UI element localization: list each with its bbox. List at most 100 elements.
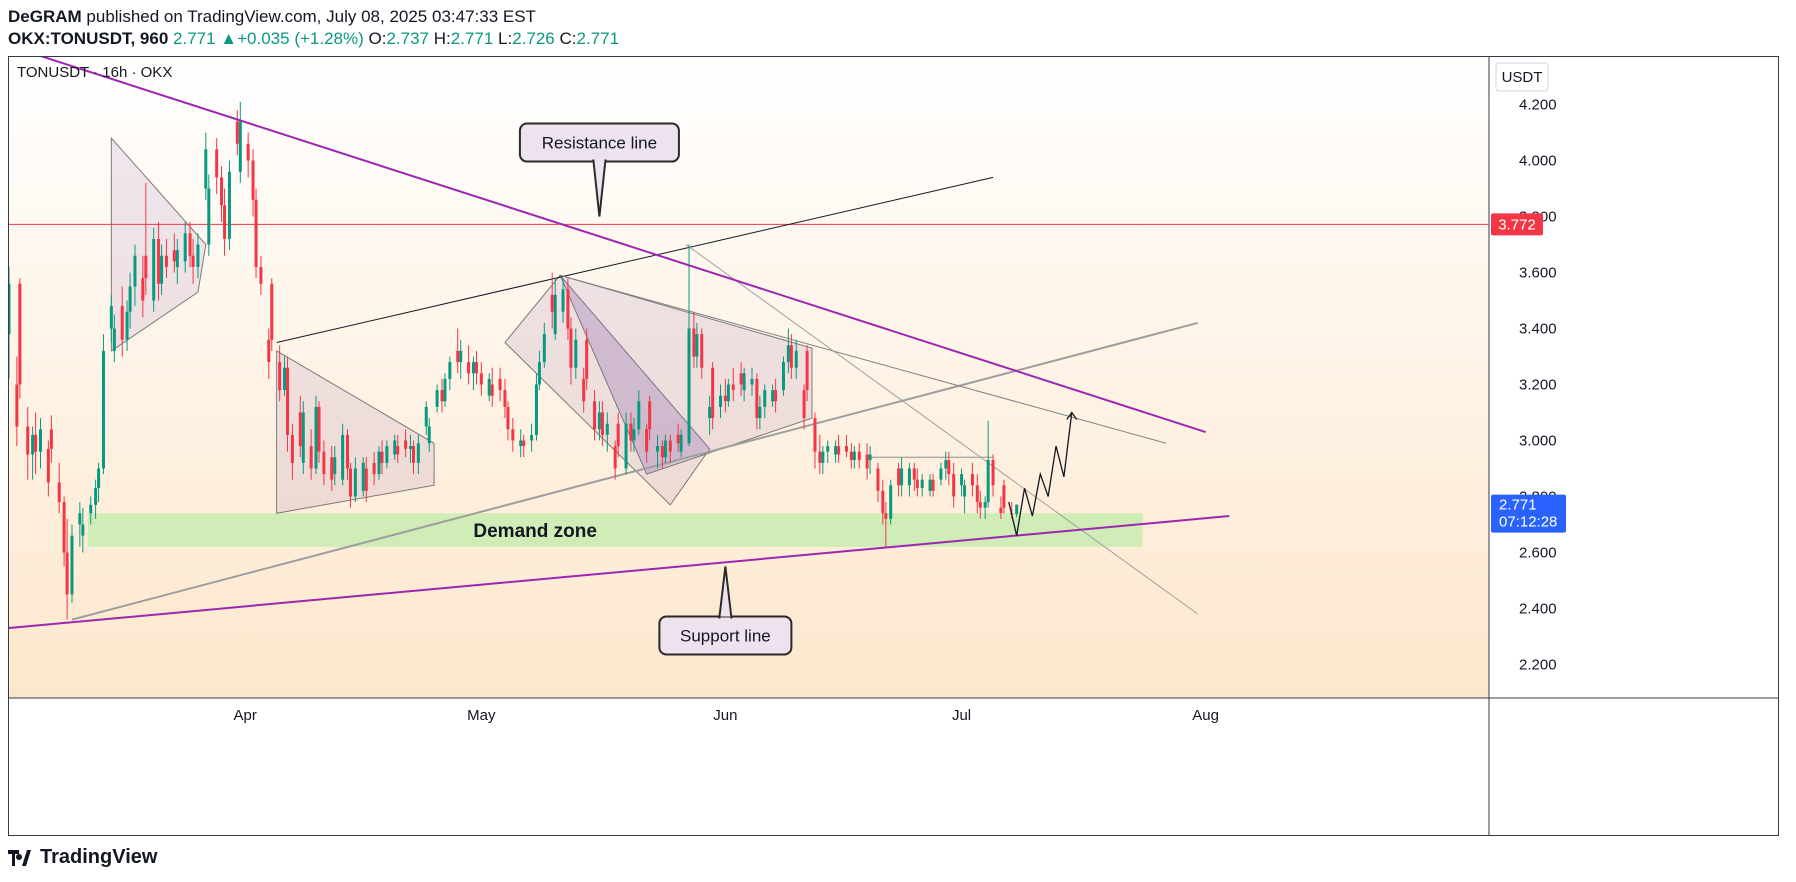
candle-body	[487, 378, 491, 396]
candle-body	[435, 390, 439, 407]
candle-body	[597, 412, 601, 430]
candle-body	[349, 468, 353, 497]
candle-body	[805, 350, 809, 391]
open-value: 2.737	[386, 29, 430, 48]
resistance-line	[40, 57, 1206, 434]
candle-body	[991, 460, 995, 486]
candle-body	[34, 434, 38, 452]
candle-body	[144, 255, 148, 279]
candle-body	[353, 468, 357, 497]
candle-body	[786, 345, 790, 363]
candle-body	[1002, 485, 1006, 508]
candle-body	[605, 423, 609, 435]
candle-body	[569, 328, 573, 368]
candle-body	[711, 367, 715, 419]
high-value: 2.771	[450, 29, 494, 48]
candle-body	[915, 479, 919, 489]
candle-body	[404, 440, 408, 449]
candle-body	[89, 504, 93, 514]
open-label: O:	[368, 29, 387, 48]
candle-body	[78, 513, 82, 525]
candle-body	[970, 474, 974, 486]
candle-body	[364, 468, 368, 491]
candle-body	[511, 429, 515, 441]
candle-body	[188, 233, 192, 256]
candle-body	[506, 406, 510, 430]
candle-body	[26, 426, 30, 455]
x-tick-label: Apr	[233, 707, 256, 724]
candle-body	[31, 434, 35, 455]
candle-body	[270, 283, 274, 340]
candle-body	[246, 143, 250, 161]
support-line	[9, 515, 1230, 630]
candle-body	[616, 423, 620, 447]
candle-body	[928, 479, 932, 491]
candle-body	[897, 468, 901, 486]
author-name[interactable]: DeGRAM	[8, 7, 82, 26]
candle-body	[128, 286, 132, 312]
tradingview-logo-icon[interactable]	[8, 849, 36, 866]
chart-pane[interactable]: Demand zone Resistance line Support line TO…	[8, 56, 1779, 836]
candle-body	[204, 149, 208, 189]
candle-body	[322, 451, 326, 475]
candle-body	[978, 502, 982, 508]
candle-body	[474, 362, 478, 374]
projected-path	[1008, 412, 1073, 536]
candle-body	[613, 446, 617, 469]
candle-body	[750, 378, 754, 385]
x-tick-label: Jul	[952, 707, 971, 724]
candle-body	[692, 328, 696, 357]
price-change: +0.035 (+1.28%)	[237, 29, 364, 48]
candle-body	[907, 468, 911, 486]
candle-body	[723, 395, 727, 402]
chart-header: DeGRAM published on TradingView.com, Jul…	[0, 0, 1796, 56]
candle-body	[865, 454, 869, 469]
high-label: H:	[433, 29, 451, 48]
candle-body	[440, 390, 444, 402]
candle-body	[758, 406, 762, 419]
candle-body	[939, 468, 943, 480]
candle-body	[254, 199, 258, 267]
pattern-shape-inner	[560, 275, 710, 475]
symbol-label[interactable]: OKX:TONUSDT, 960	[8, 29, 169, 48]
candle-body	[931, 479, 935, 491]
candle-body	[164, 255, 168, 267]
candle-body	[467, 362, 471, 374]
candle-body	[220, 177, 224, 206]
candle-body	[46, 448, 50, 483]
candle-body	[522, 440, 526, 447]
candle-body	[97, 468, 101, 489]
candle-body	[424, 406, 428, 427]
candle-body	[172, 250, 176, 262]
candle-body	[960, 474, 964, 486]
close-label: C:	[559, 29, 577, 48]
candle-body	[849, 451, 853, 461]
candle-body	[479, 373, 483, 385]
candle-body	[983, 502, 987, 508]
candle-body	[490, 384, 494, 396]
candle-body	[726, 384, 730, 402]
candle-body	[152, 238, 156, 301]
candle-body	[593, 401, 597, 430]
candle-body	[160, 255, 164, 284]
candle-body	[286, 367, 290, 435]
candle-body	[101, 350, 105, 469]
candle-body	[700, 334, 704, 368]
candle-body	[361, 462, 365, 491]
candle-body	[600, 412, 604, 435]
current-price-label: 2.771	[1499, 497, 1537, 514]
candle-body	[112, 328, 116, 351]
candle-body	[18, 283, 22, 385]
candle-body	[267, 339, 271, 363]
candle-body	[742, 373, 746, 391]
chart-canvas[interactable]: Demand zone Resistance line Support line TO…	[9, 57, 1778, 835]
candle-body	[881, 490, 885, 514]
candle-body	[944, 460, 948, 469]
candle-body	[566, 289, 570, 329]
callout-1: Support line	[658, 566, 793, 656]
candle-body	[852, 451, 856, 461]
candle-body	[196, 244, 200, 267]
tradingview-brand[interactable]: TradingView	[40, 846, 158, 868]
candle-body	[427, 426, 431, 444]
candle-body	[372, 462, 376, 475]
